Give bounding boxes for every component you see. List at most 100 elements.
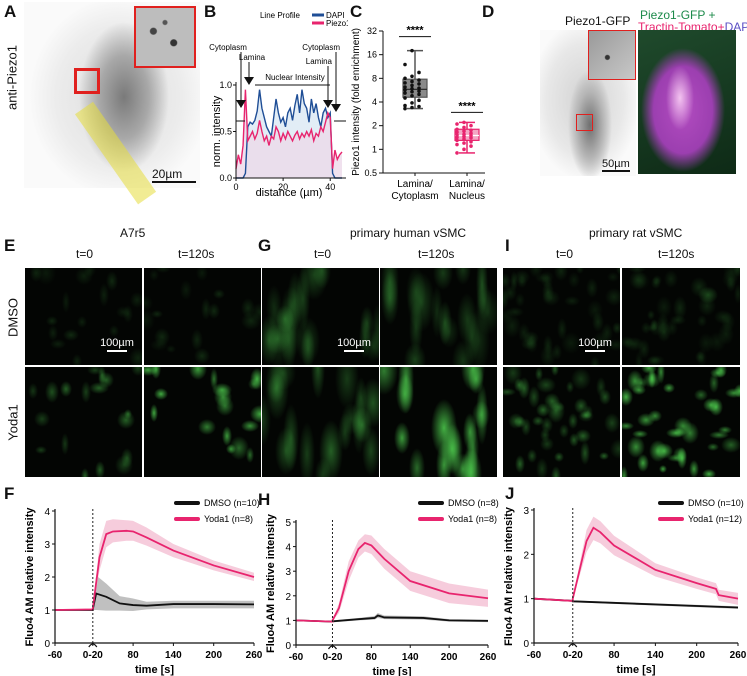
scale-bar-label: 100µm	[100, 337, 134, 349]
arrow-head-icon	[236, 100, 246, 108]
data-point	[403, 85, 407, 89]
y-tick-label: 5	[285, 518, 291, 529]
data-point	[417, 82, 421, 86]
e-t0: t=0	[76, 247, 94, 261]
mean-line	[295, 541, 489, 623]
x-tick-label: 0	[233, 182, 238, 192]
data-point	[455, 142, 459, 147]
x-tick-label: 260	[480, 652, 497, 663]
y-tick-label: 1	[285, 616, 291, 627]
data-point	[410, 101, 414, 105]
panel-label-b: B	[204, 2, 217, 21]
y-tick-label: 0	[285, 641, 291, 652]
fluo4-chart-rat-vsmc: 0 1 2 3 -60 0-20 80 140 200 260 time [s] Fluo4 AM r…	[503, 498, 747, 676]
y-tick-label: 0.5	[364, 168, 377, 178]
i-t0: t=0	[556, 247, 574, 261]
x-tick-label: 20	[278, 182, 288, 192]
y-axis-label: Fluo4 AM relative intensity	[24, 507, 36, 647]
y-tick-label: 4	[372, 97, 377, 107]
x-tick-label: 80	[366, 652, 378, 663]
g-t120: t=120s	[418, 247, 455, 261]
e-title: A7r5	[120, 226, 146, 240]
error-band	[296, 534, 488, 622]
arrow-head-icon	[331, 104, 341, 112]
y-tick-label: 32	[367, 26, 377, 36]
data-point	[462, 141, 466, 145]
annotation-lamina-right: Lamina	[306, 57, 333, 66]
y-axis-label: norm. intensity	[211, 95, 223, 167]
panel-label-i: I	[505, 236, 510, 255]
data-point	[417, 70, 421, 75]
micrograph-e-yoda1-t120	[144, 367, 261, 477]
data-point	[403, 91, 407, 95]
i-title: primary rat vSMC	[589, 226, 683, 240]
panel-label-c: C	[350, 2, 363, 21]
g-t0: t=0	[314, 247, 332, 261]
y-tick-label: 1	[44, 606, 50, 617]
mean-line	[54, 529, 255, 611]
x-axis-label: time [s]	[616, 664, 655, 676]
scale-bar: 100µm	[572, 337, 618, 352]
annotation-nuclear-intensity: Nuclear Intensity	[265, 73, 325, 82]
scale-bar-a: 20µm	[152, 167, 196, 183]
arrow-head-icon	[244, 77, 254, 85]
x-tick-label: 200	[688, 650, 705, 661]
data-point	[417, 104, 421, 109]
y-tick-label: 2	[44, 573, 50, 584]
error-band	[534, 516, 738, 605]
data-point	[410, 48, 414, 53]
panel-label-f: F	[4, 484, 15, 503]
scale-bar-label: 100µm	[578, 337, 612, 349]
data-point	[455, 127, 459, 132]
y-tick-label: 3	[44, 540, 50, 551]
data-point	[469, 128, 473, 133]
data-point	[403, 103, 407, 108]
legend-label: DMSO (n=10)	[688, 498, 744, 508]
scale-bar-label: 50µm	[602, 158, 630, 170]
data-point	[455, 122, 459, 126]
x-tick-label: 260	[246, 650, 262, 661]
significance-label: ****	[406, 25, 424, 37]
error-band	[55, 519, 254, 610]
x-tick-label: 140	[165, 650, 182, 661]
legend-label: DMSO (n=8)	[448, 498, 499, 508]
i-t120: t=120s	[658, 247, 695, 261]
panel-label-e: E	[4, 236, 16, 255]
data-point	[410, 74, 414, 79]
y-tick-label: 2	[372, 121, 377, 131]
category-label: Lamina/	[397, 179, 433, 190]
data-point	[455, 138, 459, 143]
legend-label: DMSO (n=10)	[204, 498, 260, 508]
data-point	[410, 93, 414, 98]
y-tick-label: 8	[372, 73, 377, 83]
x-tick-label: 80	[609, 650, 621, 661]
data-point	[455, 133, 459, 137]
fluo4-chart-human-vsmc: 0 1 2 3 4 5 -60 0-20 80 140 200 260 time [s] Fluo4 AM…	[265, 498, 499, 676]
micrograph-g-yoda1-t0	[262, 367, 379, 477]
box	[402, 78, 428, 98]
y-tick-label: 3	[285, 567, 291, 578]
category-label: Nucleus	[449, 191, 485, 202]
significance-label: ****	[458, 100, 476, 112]
y-axis-label: Fluo4 AM relative intensity	[503, 506, 515, 646]
x-axis-label: time [s]	[372, 666, 411, 676]
micrograph-g-dmso-t0	[262, 268, 379, 365]
y-tick-label: 4	[285, 543, 291, 554]
roi-box	[74, 68, 100, 94]
data-point	[410, 89, 414, 94]
data-point	[462, 125, 466, 130]
x-tick-label: 0-20	[322, 652, 342, 663]
data-point	[462, 120, 466, 125]
data-point	[462, 132, 466, 137]
x-tick-label: 0-20	[83, 650, 103, 661]
y-tick-label: 0	[44, 639, 50, 650]
micrograph-i-dmso-t0	[503, 268, 620, 365]
piezo1-gfp-title: Piezo1-GFP	[565, 14, 631, 28]
mean-line	[533, 526, 739, 602]
x-tick-label: 200	[441, 652, 458, 663]
micrograph-g-yoda1-t120	[380, 367, 497, 477]
y-tick-label: 2	[285, 592, 291, 603]
y-axis-label: Fluo4 AM relative intensity	[265, 513, 277, 653]
zoom-inset	[588, 30, 636, 80]
